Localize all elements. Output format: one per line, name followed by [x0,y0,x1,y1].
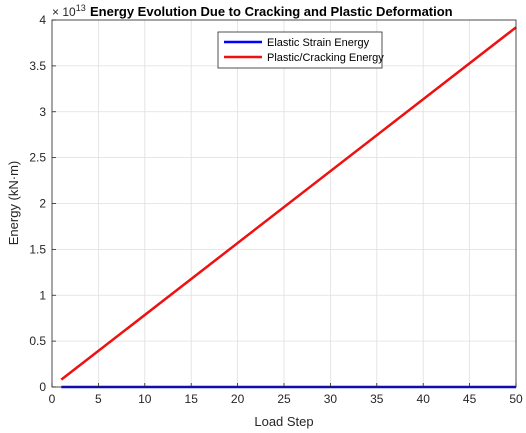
x-tick-label: 5 [95,392,102,406]
x-tick-label: 45 [463,392,477,406]
x-tick-label: 35 [370,392,384,406]
x-tick-label: 50 [509,392,523,406]
y-tick-label: 1 [39,288,46,302]
y-axis-label: Energy (kN·m) [6,161,21,246]
y-tick-label: 4 [39,13,46,27]
x-tick-label: 10 [138,392,152,406]
x-axis-label: Load Step [254,414,313,429]
y-axis-ticks: 0 0.5 1 1.5 2 2.5 3 3.5 4 [29,13,56,394]
series-line-2 [60,26,517,381]
y-tick-label: 2.5 [29,151,46,165]
y-tick-label: 3 [39,105,46,119]
x-axis-ticks: 0 5 10 15 20 25 30 35 40 45 50 [49,383,523,406]
x-tick-label: 20 [231,392,245,406]
y-tick-label: 0.5 [29,334,46,348]
x-tick-label: 0 [49,392,56,406]
y-tick-label: 0 [39,380,46,394]
x-tick-label: 40 [417,392,431,406]
y-axis-exponent: × 1013 [52,3,86,19]
x-tick-label: 15 [185,392,199,406]
y-tick-label: 3.5 [29,59,46,73]
legend-label-2: Plastic/Cracking Energy [267,52,384,64]
chart-title: Energy Evolution Due to Cracking and Pla… [90,4,453,19]
x-tick-label: 25 [277,392,291,406]
x-tick-label: 30 [324,392,338,406]
y-tick-label: 2 [39,197,46,211]
legend-label-1: Elastic Strain Energy [267,37,370,49]
y-tick-label: 1.5 [29,242,46,256]
legend-box [217,31,383,69]
legend: Elastic Strain Energy Plastic/Cracking En… [217,31,384,69]
